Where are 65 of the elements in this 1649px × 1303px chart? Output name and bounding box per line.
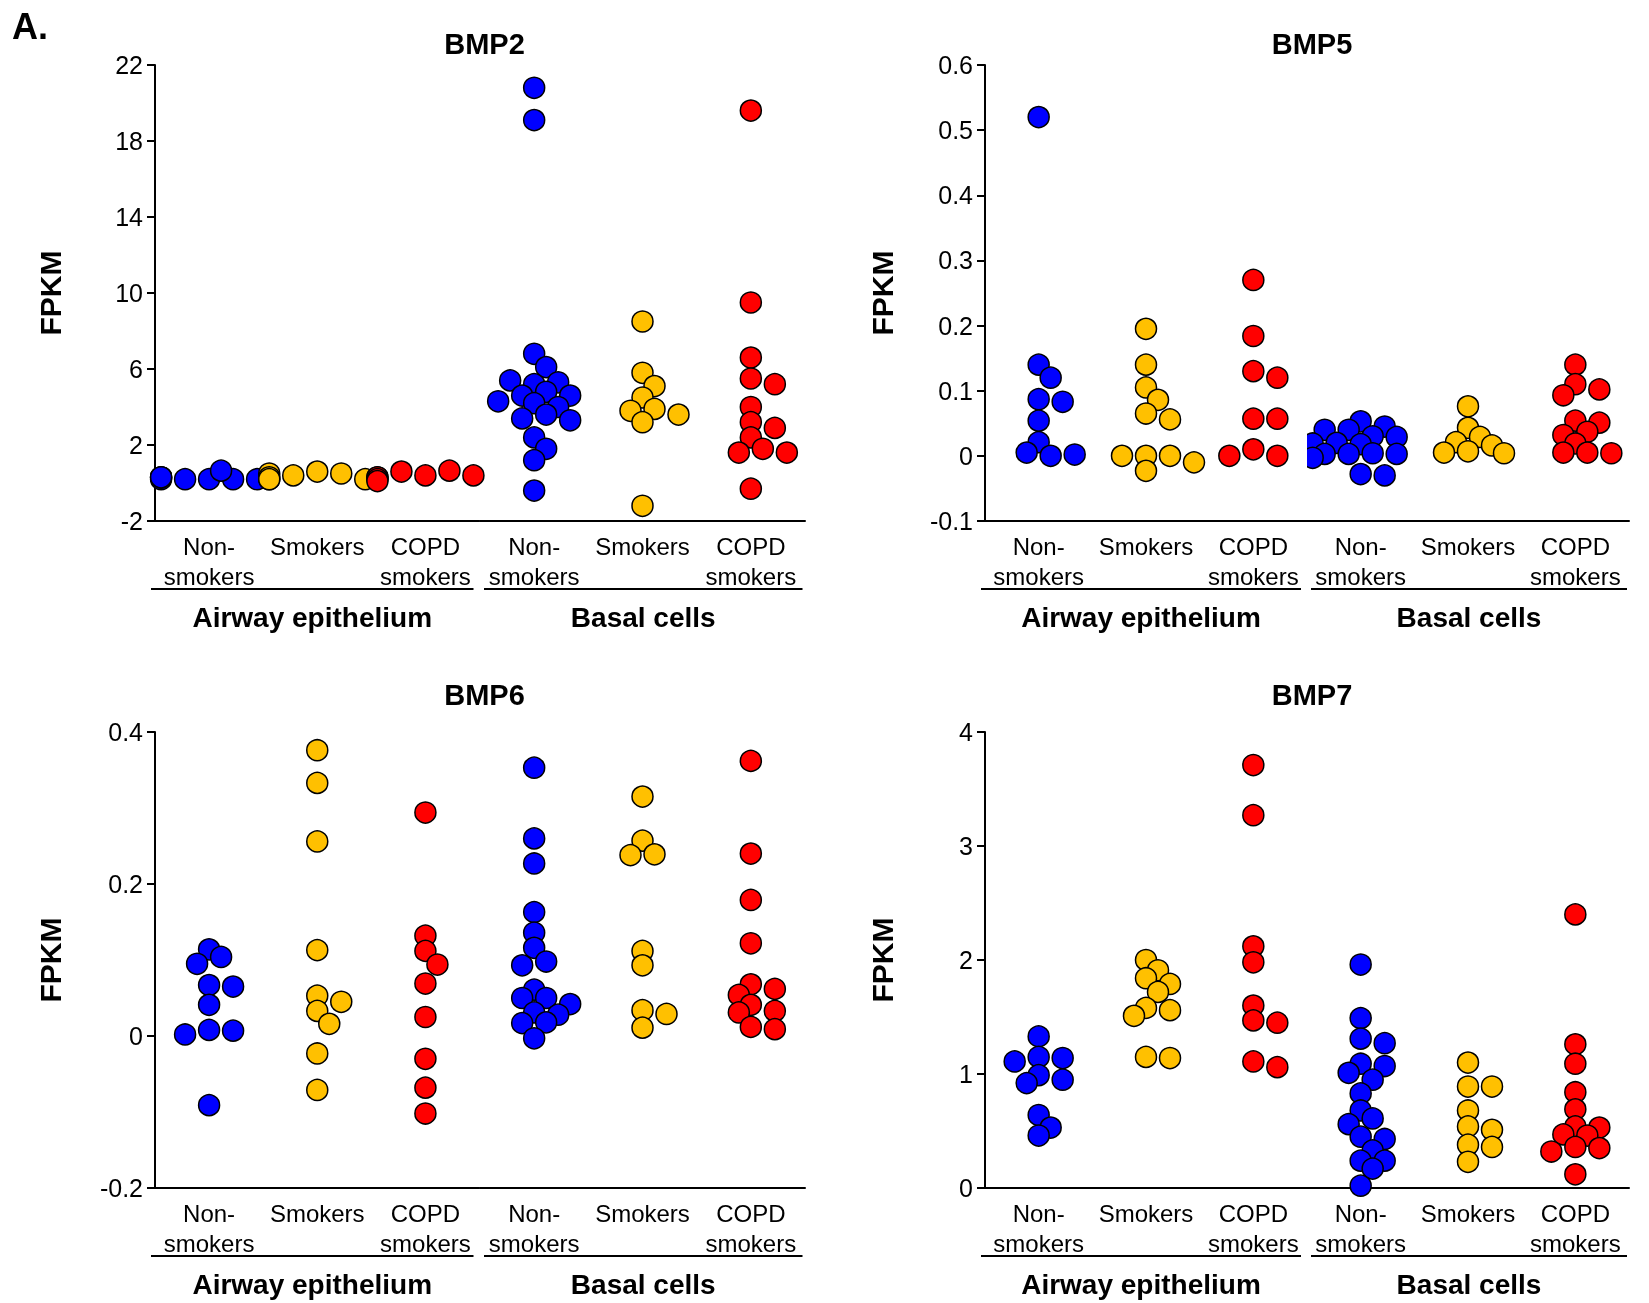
x-tick-label: COPD smokers [704, 1199, 796, 1257]
y-axis-title: FPKM [865, 250, 899, 336]
x-tick-label: Non-smokers [488, 1199, 580, 1257]
y-tick-label: 0.4 [108, 718, 144, 746]
y-tick-label: 22 [115, 51, 143, 79]
y-tick-label: 2 [129, 431, 143, 459]
y-axis-title: FPKM [33, 250, 67, 336]
x-tick-label: Smokers [1420, 532, 1516, 560]
x-tick-label: Non-smokers [993, 532, 1085, 590]
y-tick-label: -0.1 [929, 507, 973, 535]
x-tick-label: Smokers [1420, 1199, 1516, 1227]
x-axis-title: Airway epithelium [192, 1268, 433, 1300]
y-tick-label: 0.1 [938, 376, 973, 405]
chart-title: BMP7 [1271, 678, 1353, 711]
x-tick-label: Non-smokers [163, 532, 255, 590]
chart-title: BMP2 [444, 27, 525, 60]
y-tick-label: 1 [959, 1060, 973, 1088]
y-tick-label: 0 [959, 441, 973, 470]
y-tick-label: 0.2 [108, 870, 143, 898]
text: A. [12, 5, 48, 47]
chart-title: BMP5 [1271, 27, 1353, 60]
y-tick-label: 0 [959, 1174, 973, 1202]
y-tick-label: 2 [959, 946, 973, 974]
x-tick-label: Non-smokers [163, 1199, 255, 1257]
x-tick-label: COPD smokers [1207, 532, 1299, 590]
y-tick-label: -2 [120, 507, 143, 535]
x-axis-title: Airway epithelium [1021, 601, 1261, 633]
x-tick-label: COPD smokers [380, 532, 471, 590]
y-tick-label: 14 [115, 203, 144, 231]
y-tick-label: 0.3 [938, 246, 973, 275]
x-tick-label: COPD smokers [380, 1199, 471, 1257]
y-tick-label: 0.4 [938, 181, 974, 210]
x-tick-label: Smokers [594, 1199, 690, 1227]
x-tick-label: Smokers [269, 1199, 365, 1227]
y-axis-title: FPKM [33, 917, 67, 1003]
chart-title: BMP6 [444, 678, 525, 711]
y-tick-label: 0.2 [938, 311, 973, 340]
y-tick-label: 6 [129, 355, 143, 383]
x-tick-label: Smokers [1098, 1199, 1194, 1227]
y-tick-label: 4 [959, 718, 974, 746]
y-tick-label: 0 [129, 1022, 143, 1050]
x-tick-label: COPD smokers [1207, 1199, 1299, 1257]
y-tick-label: -0.2 [99, 1174, 143, 1202]
x-axis-title: Basal cells [570, 1268, 716, 1300]
x-tick-label: COPD smokers [704, 532, 796, 590]
x-axis-title: Basal cells [1396, 1268, 1542, 1300]
y-tick-label: 3 [959, 832, 973, 860]
x-tick-label: COPD smokers [1529, 532, 1621, 590]
x-axis-title: Airway epithelium [192, 601, 433, 633]
x-tick-label: Smokers [594, 532, 690, 560]
x-axis-title: Airway epithelium [1021, 1268, 1261, 1300]
y-tick-label: 18 [115, 127, 143, 155]
x-tick-label: Non-smokers [993, 1199, 1085, 1257]
x-tick-label: Smokers [1098, 532, 1194, 560]
x-tick-label: Non-smokers [1315, 532, 1407, 590]
y-tick-label: 0.5 [938, 116, 973, 145]
y-axis-title: FPKM [865, 917, 899, 1003]
x-tick-label: Non-smokers [488, 532, 580, 590]
y-tick-label: 10 [115, 279, 143, 307]
x-axis-title: Basal cells [570, 601, 716, 633]
x-tick-label: Smokers [269, 532, 365, 560]
x-tick-label: Non-smokers [1315, 1199, 1407, 1257]
y-tick-label: 0.6 [938, 51, 973, 79]
x-axis-title: Basal cells [1396, 601, 1542, 633]
x-tick-label: COPD smokers [1529, 1199, 1621, 1257]
